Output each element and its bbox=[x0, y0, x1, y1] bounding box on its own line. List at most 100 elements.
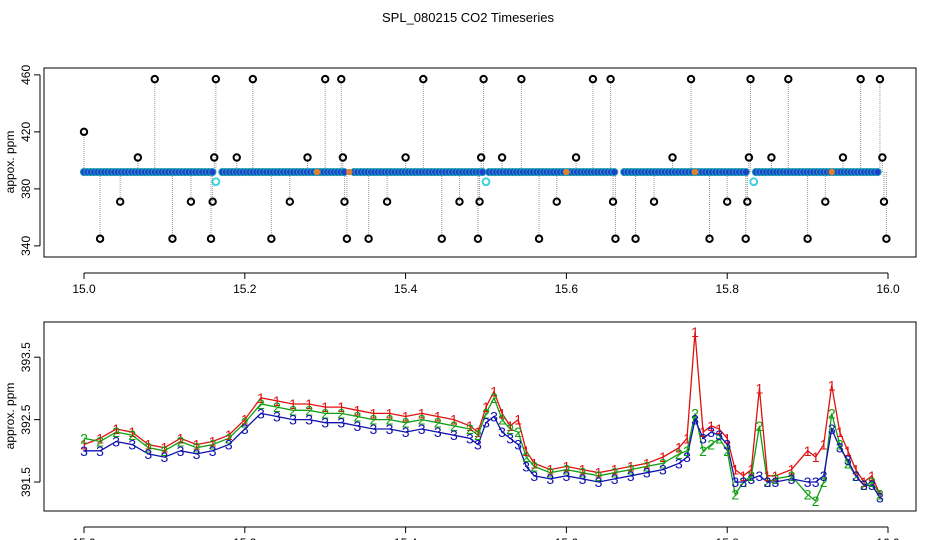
series-marker-1: 1 bbox=[715, 421, 723, 437]
series-marker-1: 1 bbox=[804, 443, 812, 459]
series-marker-3: 3 bbox=[699, 430, 707, 446]
series-marker-1: 1 bbox=[353, 402, 361, 418]
series-marker-3: 3 bbox=[386, 421, 394, 437]
series-marker-2: 2 bbox=[450, 418, 458, 434]
series-marker-1: 1 bbox=[337, 399, 345, 415]
series-marker-1: 1 bbox=[699, 424, 707, 440]
top-panel: 15.0 15.2 15.4 15.6 15.8 16.0 340 380 420 460 ap… bbox=[3, 65, 917, 296]
top-y-tick-label: 380 bbox=[19, 179, 33, 199]
series-marker-2: 2 bbox=[788, 468, 796, 484]
series-marker-1: 1 bbox=[418, 405, 426, 421]
series-marker-1: 1 bbox=[731, 462, 739, 478]
series-marker-1: 1 bbox=[643, 455, 651, 471]
series-marker-2: 2 bbox=[747, 468, 755, 484]
series-marker-1: 1 bbox=[707, 418, 715, 434]
series-marker-2: 2 bbox=[772, 471, 780, 487]
series-marker-2: 2 bbox=[731, 487, 739, 503]
series-marker-3: 3 bbox=[418, 421, 426, 437]
series-marker-1: 1 bbox=[112, 421, 120, 437]
series-marker-3: 3 bbox=[643, 465, 651, 481]
outlier-point bbox=[115, 197, 125, 206]
outlier-point bbox=[767, 153, 776, 162]
outlier-point bbox=[838, 153, 848, 162]
series-marker-2: 2 bbox=[257, 396, 265, 412]
series-marker-3: 3 bbox=[546, 471, 554, 487]
bottom-series-lines bbox=[83, 332, 881, 502]
series-marker-2: 2 bbox=[80, 430, 88, 446]
cyan-point bbox=[211, 177, 221, 187]
series-marker-1: 1 bbox=[514, 412, 522, 428]
series-marker-2: 2 bbox=[595, 468, 603, 484]
series-marker-2: 2 bbox=[370, 412, 378, 428]
series-marker-2: 2 bbox=[514, 424, 522, 440]
outlier-point bbox=[232, 153, 241, 162]
outlier-point bbox=[534, 234, 544, 243]
series-marker-3: 3 bbox=[804, 474, 812, 490]
outlier-point bbox=[210, 153, 219, 162]
series-marker-2: 2 bbox=[876, 487, 884, 503]
series-marker-1: 1 bbox=[852, 462, 860, 478]
series-marker-1: 1 bbox=[764, 468, 772, 484]
top-baseline-points bbox=[79, 167, 882, 187]
series-marker-2: 2 bbox=[522, 449, 530, 465]
outlier-point bbox=[878, 153, 887, 162]
outlier-point bbox=[608, 197, 618, 206]
outlier-point bbox=[744, 153, 754, 162]
series-marker-2: 2 bbox=[563, 462, 571, 478]
outlier-point bbox=[686, 74, 696, 84]
series-marker-1: 1 bbox=[739, 468, 747, 484]
baseline-point-orange bbox=[563, 168, 570, 176]
outlier-point bbox=[79, 127, 89, 137]
baseline-point-orange bbox=[313, 168, 321, 176]
series-marker-2: 2 bbox=[739, 474, 747, 490]
series-marker-1: 1 bbox=[321, 399, 329, 415]
top-x-tick-label: 15.0 bbox=[72, 282, 96, 296]
series-marker-3: 3 bbox=[820, 468, 828, 484]
series-marker-2: 2 bbox=[506, 421, 514, 437]
series-marker-1: 1 bbox=[305, 396, 313, 412]
baseline-point bbox=[478, 167, 487, 177]
series-marker-3: 3 bbox=[498, 424, 506, 440]
series-marker-2: 2 bbox=[836, 437, 844, 453]
series-marker-2: 2 bbox=[699, 443, 707, 459]
series-marker-1: 1 bbox=[474, 424, 482, 440]
cyan-point bbox=[749, 177, 759, 187]
series-marker-1: 1 bbox=[820, 437, 828, 453]
series-marker-2: 2 bbox=[812, 493, 820, 509]
outlier-point bbox=[186, 197, 196, 206]
bottom-y-tick-label: 391.5 bbox=[19, 467, 33, 497]
outlier-point bbox=[552, 197, 561, 206]
outlier-point bbox=[364, 234, 373, 243]
series-marker-1: 1 bbox=[772, 468, 780, 484]
series-marker-2: 2 bbox=[353, 409, 361, 425]
series-marker-1: 1 bbox=[563, 458, 571, 474]
series-marker-3: 3 bbox=[860, 477, 868, 493]
top-x-tick-label: 15.2 bbox=[233, 282, 257, 296]
series-marker-2: 2 bbox=[659, 455, 667, 471]
series-marker-3: 3 bbox=[747, 471, 755, 487]
series-marker-3: 3 bbox=[772, 474, 780, 490]
bottom-x-tick-label: 16.0 bbox=[876, 536, 900, 540]
series-marker-1: 1 bbox=[466, 418, 474, 434]
bottom-y-axis: 391.5 392.5 393.5 bbox=[19, 342, 41, 497]
top-x-tick-label: 15.6 bbox=[555, 282, 579, 296]
series-marker-3: 3 bbox=[96, 443, 104, 459]
outlier-point bbox=[337, 74, 346, 84]
series-marker-3: 3 bbox=[828, 421, 836, 437]
series-marker-3: 3 bbox=[731, 474, 739, 490]
series-marker-3: 3 bbox=[225, 437, 233, 453]
series-marker-1: 1 bbox=[812, 449, 820, 465]
series-marker-3: 3 bbox=[659, 462, 667, 478]
series-marker-3: 3 bbox=[876, 490, 884, 506]
series-marker-3: 3 bbox=[289, 412, 297, 428]
series-marker-2: 2 bbox=[289, 402, 297, 418]
series-marker-3: 3 bbox=[434, 424, 442, 440]
bottom-x-axis: 15.0 15.2 15.4 15.6 15.8 16.0 bbox=[72, 526, 900, 540]
series-marker-3: 3 bbox=[144, 446, 152, 462]
series-marker-3: 3 bbox=[764, 474, 772, 490]
baseline-point-orange bbox=[346, 168, 353, 176]
series-marker-3: 3 bbox=[161, 449, 169, 465]
